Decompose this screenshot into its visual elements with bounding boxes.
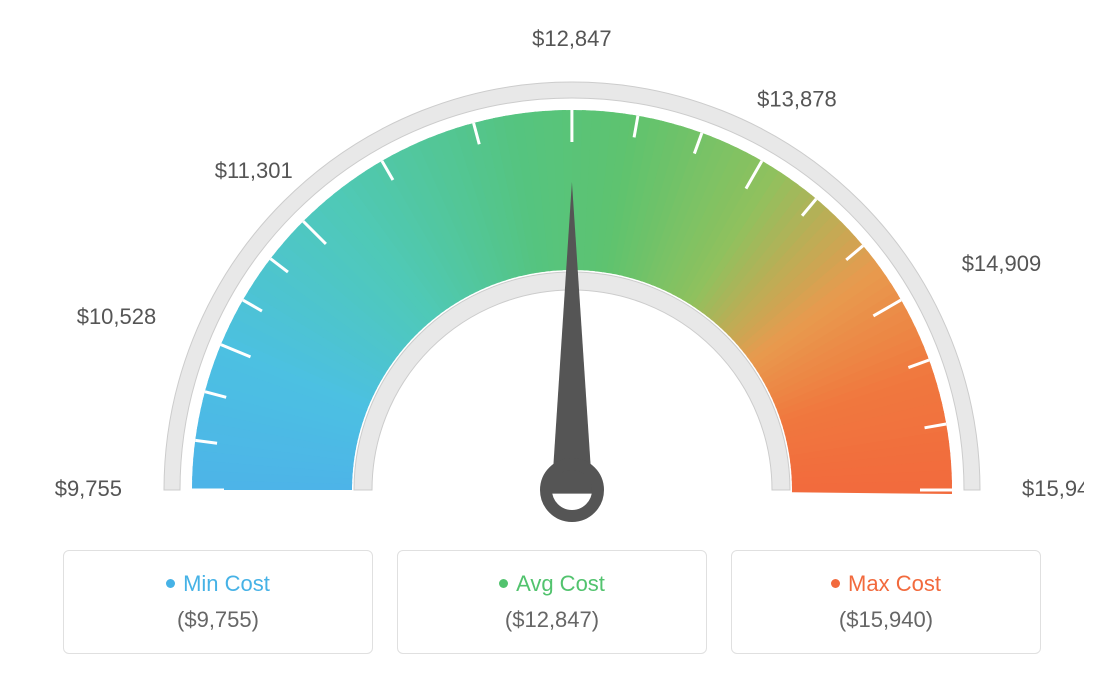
gauge-tick-label: $15,940 [1022,476,1084,501]
legend-min-label-text: Min Cost [183,571,270,596]
legend-avg-label-text: Avg Cost [516,571,605,596]
legend-avg-value: ($12,847) [408,607,696,633]
dot-icon [499,579,508,588]
dot-icon [166,579,175,588]
gauge-chart: $9,755 $10,528 $11,301 $12,847 $13,878 $14,90… [20,20,1084,540]
gauge-svg: $9,755 $10,528 $11,301 $12,847 $13,878 $14,90… [20,20,1084,540]
dot-icon [831,579,840,588]
legend-max-value: ($15,940) [742,607,1030,633]
legend-row: Min Cost ($9,755) Avg Cost ($12,847) Max… [20,550,1084,654]
legend-card-min: Min Cost ($9,755) [63,550,373,654]
gauge-tick-label: $14,909 [962,251,1042,276]
legend-label-avg: Avg Cost [408,571,696,597]
gauge-tick-label: $12,847 [532,26,612,51]
legend-max-label-text: Max Cost [848,571,941,596]
legend-card-max: Max Cost ($15,940) [731,550,1041,654]
legend-card-avg: Avg Cost ($12,847) [397,550,707,654]
gauge-tick-label: $13,878 [757,86,837,111]
legend-label-min: Min Cost [74,571,362,597]
gauge-tick-label: $11,301 [215,158,293,183]
gauge-tick-label: $9,755 [55,476,122,501]
legend-label-max: Max Cost [742,571,1030,597]
gauge-tick-label: $10,528 [77,304,157,329]
legend-min-value: ($9,755) [74,607,362,633]
